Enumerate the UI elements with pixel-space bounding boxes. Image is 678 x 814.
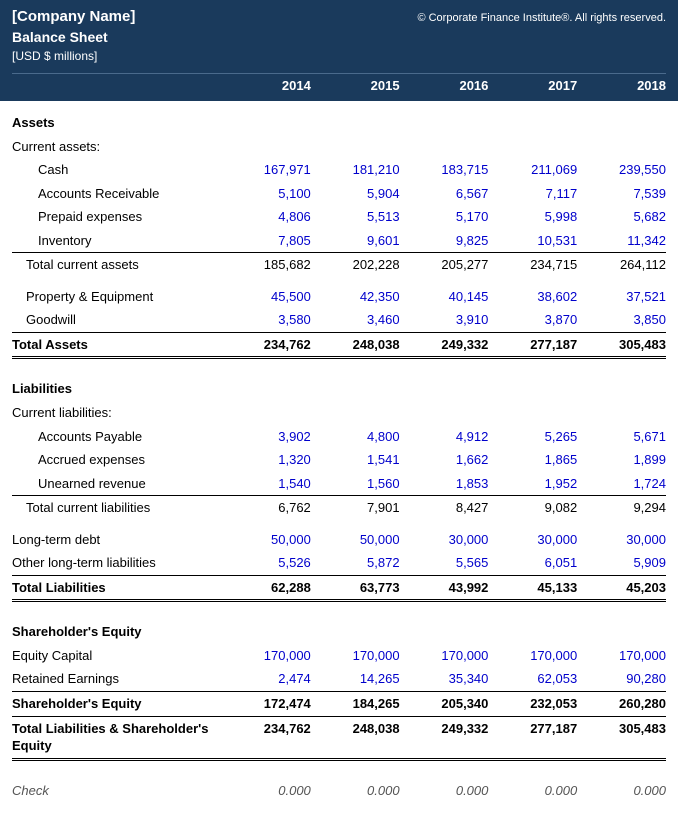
row-total-liabilities: Total Liabilities 62,288 63,773 43,992 4… <box>12 575 666 603</box>
header: [Company Name] © Corporate Finance Insti… <box>0 0 678 101</box>
label-total-current-liabilities: Total current liabilities <box>12 499 222 517</box>
year-0: 2014 <box>222 78 311 93</box>
row-cash: Cash 167,971 181,210 183,715 211,069 239… <box>12 158 666 182</box>
row-ar: Accounts Receivable 5,100 5,904 6,567 7,… <box>12 182 666 206</box>
label-equity-capital: Equity Capital <box>12 647 222 665</box>
current-assets-heading: Current assets: <box>12 138 222 156</box>
row-total-assets: Total Assets 234,762 248,038 249,332 277… <box>12 332 666 360</box>
row-check: Check 0.000 0.000 0.000 0.000 0.000 <box>12 779 666 803</box>
row-ltd: Long-term debt 50,000 50,000 30,000 30,0… <box>12 528 666 552</box>
label-ppe: Property & Equipment <box>12 288 222 306</box>
label-total-liabilities-equity: Total Liabilities & Shareholder's Equity <box>12 720 222 755</box>
year-3: 2017 <box>488 78 577 93</box>
year-1: 2015 <box>311 78 400 93</box>
year-4: 2018 <box>577 78 666 93</box>
label-ap: Accounts Payable <box>12 428 222 446</box>
label-total-equity: Shareholder's Equity <box>12 695 222 713</box>
row-total-current-assets: Total current assets 185,682 202,228 205… <box>12 252 666 277</box>
row-ppe: Property & Equipment 45,500 42,350 40,14… <box>12 285 666 309</box>
label-check: Check <box>12 782 222 800</box>
label-total-assets: Total Assets <box>12 336 222 354</box>
row-total-liabilities-equity: Total Liabilities & Shareholder's Equity… <box>12 716 666 761</box>
row-equity-capital: Equity Capital 170,000 170,000 170,000 1… <box>12 644 666 668</box>
label-ltd: Long-term debt <box>12 531 222 549</box>
label-inventory: Inventory <box>12 232 222 250</box>
company-name: [Company Name] <box>12 8 135 25</box>
balance-sheet-body: Assets Current assets: Cash 167,971 181,… <box>0 101 678 814</box>
label-goodwill: Goodwill <box>12 311 222 329</box>
label-ar: Accounts Receivable <box>12 185 222 203</box>
label-prepaid: Prepaid expenses <box>12 208 222 226</box>
row-inventory: Inventory 7,805 9,601 9,825 10,531 11,34… <box>12 229 666 253</box>
liabilities-heading: Liabilities <box>12 380 222 398</box>
label-unearned: Unearned revenue <box>12 475 222 493</box>
year-2: 2016 <box>400 78 489 93</box>
copyright: © Corporate Finance Institute®. All righ… <box>417 12 666 24</box>
year-headers: 2014 2015 2016 2017 2018 <box>12 73 666 93</box>
row-other-lt: Other long-term liabilities 5,526 5,872 … <box>12 551 666 575</box>
row-total-current-liabilities: Total current liabilities 6,762 7,901 8,… <box>12 495 666 520</box>
row-prepaid: Prepaid expenses 4,806 5,513 5,170 5,998… <box>12 205 666 229</box>
row-goodwill: Goodwill 3,580 3,460 3,910 3,870 3,850 <box>12 308 666 332</box>
label-total-current-assets: Total current assets <box>12 256 222 274</box>
units: [USD $ millions] <box>12 49 666 63</box>
current-liabilities-heading: Current liabilities: <box>12 404 222 422</box>
label-retained-earnings: Retained Earnings <box>12 670 222 688</box>
row-retained-earnings: Retained Earnings 2,474 14,265 35,340 62… <box>12 667 666 691</box>
label-accrued: Accrued expenses <box>12 451 222 469</box>
row-unearned: Unearned revenue 1,540 1,560 1,853 1,952… <box>12 472 666 496</box>
sheet-title: Balance Sheet <box>12 29 666 45</box>
equity-heading: Shareholder's Equity <box>12 623 222 641</box>
label-other-lt: Other long-term liabilities <box>12 554 222 572</box>
row-ap: Accounts Payable 3,902 4,800 4,912 5,265… <box>12 425 666 449</box>
row-accrued: Accrued expenses 1,320 1,541 1,662 1,865… <box>12 448 666 472</box>
label-cash: Cash <box>12 161 222 179</box>
assets-heading: Assets <box>12 114 222 132</box>
row-total-equity: Shareholder's Equity 172,474 184,265 205… <box>12 691 666 716</box>
label-total-liabilities: Total Liabilities <box>12 579 222 597</box>
